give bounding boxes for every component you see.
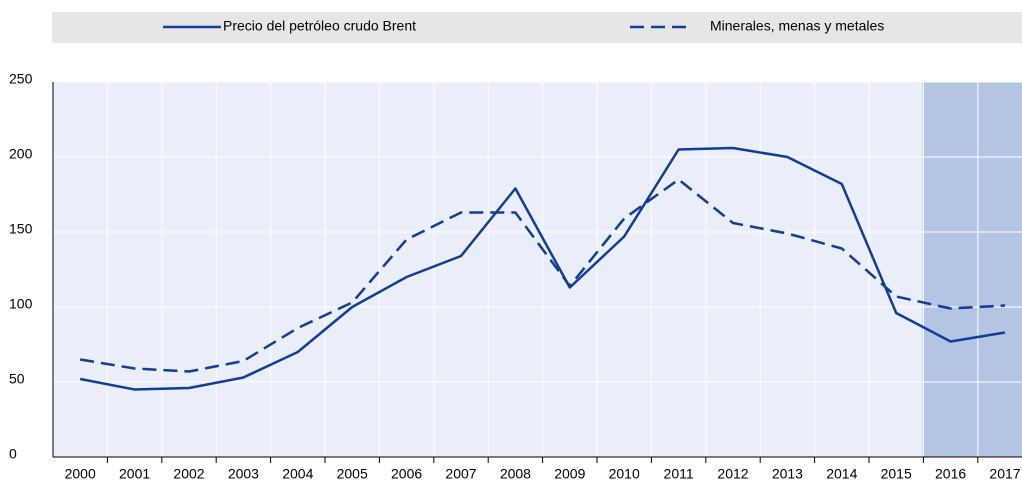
x-tick-label: 2017 (989, 466, 1020, 482)
x-tick-label: 2009 (554, 466, 585, 482)
x-tick-label: 2007 (445, 466, 476, 482)
x-tick-label: 2013 (772, 466, 803, 482)
series-line (79, 178, 1006, 373)
x-tick-label: 2004 (282, 466, 313, 482)
y-tick-label: 0 (9, 446, 17, 462)
x-tick-label: 2008 (500, 466, 531, 482)
y-tick-label: 200 (9, 146, 33, 162)
legend-label: Precio del petróleo crudo Brent (223, 18, 416, 34)
legend-label: Minerales, menas y metales (710, 18, 884, 34)
x-tick-label: 2014 (826, 466, 857, 482)
y-tick-label: 250 (9, 71, 33, 87)
y-tick-label: 100 (9, 296, 33, 312)
x-tick-label: 2006 (391, 466, 422, 482)
x-tick-label: 2011 (664, 466, 694, 482)
x-tick-label: 2002 (173, 466, 204, 482)
x-tick-label: 2003 (228, 466, 259, 482)
plot-background (53, 82, 1022, 457)
x-tick-label: 2005 (337, 466, 368, 482)
x-tick-label: 2001 (119, 466, 150, 482)
x-tick-label: 2000 (65, 466, 96, 482)
x-tick-label: 2015 (881, 466, 912, 482)
series-line (79, 146, 1006, 391)
y-tick-label: 50 (9, 371, 25, 387)
shaded-region (922, 82, 1022, 457)
x-tick-label: 2010 (609, 466, 640, 482)
x-tick-label: 2016 (935, 466, 966, 482)
x-tick-label: 2012 (717, 466, 748, 482)
y-tick-label: 150 (9, 221, 33, 237)
